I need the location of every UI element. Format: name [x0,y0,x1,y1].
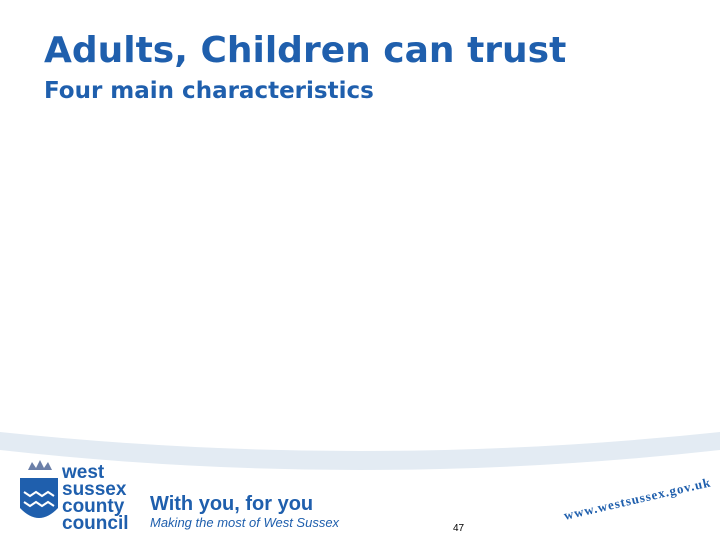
slogan: With you, for you [150,493,313,515]
tagline: Making the most of West Sussex [150,515,340,530]
logo-text: sussex [62,479,127,500]
logo-text: county [62,496,125,517]
footer-band-inner [0,450,720,540]
page-number: 47 [453,523,465,534]
crest [20,478,58,518]
subtitle: Four main characteristics [44,78,374,104]
logo-text: west [61,462,105,483]
crest-bird [23,490,55,498]
title: Adults, Children can trust [44,30,567,71]
crest-bird [23,500,55,508]
crown [28,460,52,470]
logo-text: council [62,513,129,534]
